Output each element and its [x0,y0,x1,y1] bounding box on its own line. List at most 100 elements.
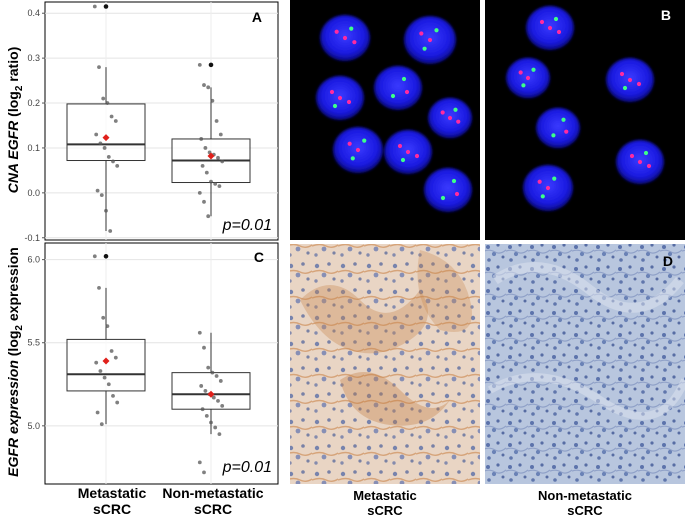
red-signal-dot [404,89,410,95]
data-point [106,155,111,159]
y-label-top-sub: 2 [14,85,25,91]
green-signal-dot [531,67,536,72]
mean-marker [102,357,110,365]
red-signal-dot [440,110,445,115]
panel-a-pvalue: p=0.01 [222,217,272,234]
data-point [113,355,118,360]
panel-c-letter: C [254,249,264,265]
data-point [213,425,218,430]
panel-b-letter: B [661,7,671,23]
mean-marker [207,152,215,160]
data-point [199,384,204,388]
green-signal-dot [390,93,396,99]
tick-label-a-2: 0.2 [27,98,40,108]
data-point [200,407,205,412]
data-point [202,83,206,87]
data-point [202,345,206,350]
red-signal-dot [405,149,411,155]
y-label-top-end: ratio) [5,47,21,86]
ihc-gland-shape-3 [417,250,472,332]
data-point [105,324,110,329]
data-point [108,229,113,233]
data-point [106,382,111,387]
data-point [92,254,97,259]
data-point [218,379,223,383]
red-signal-dot [355,147,361,153]
red-signal-dot [629,153,635,159]
data-point [99,422,104,427]
data-point [214,119,219,123]
nucleus [424,167,472,213]
green-signal-dot [561,117,566,122]
box-body [66,103,146,162]
data-point [98,369,103,373]
data-point [202,470,206,475]
data-point [217,432,222,437]
y-axis-label-bottom: EGFR expression (log2 expression [5,247,25,477]
data-point [204,170,209,175]
red-signal-dot [547,25,553,31]
red-signal-dot [646,163,652,169]
outlier-point [103,4,109,9]
data-point [199,137,204,141]
box-a-1 [171,62,251,219]
data-point [214,374,219,378]
nucleus [536,107,580,149]
red-signal-dot [539,19,545,25]
data-point [109,114,114,119]
outlier-point [103,253,109,259]
data-point [102,375,107,380]
y-label-bottom-normal: (log [5,331,21,361]
red-signal-dot [456,119,461,124]
tick-label-a-4: 0.4 [27,8,40,18]
panel-a-letter: A [252,9,262,25]
mean-marker [102,134,110,142]
data-point [220,403,225,408]
data-point [200,164,205,168]
data-point [101,96,106,101]
red-signal-dot [525,75,531,81]
red-signal-dot [556,29,562,35]
y-label-top-normal: (log [5,91,21,121]
data-point [111,394,115,398]
tick-label-a-1: 0.1 [27,143,40,153]
y-axis-label-top: CNA EGFR (log2 ratio) [5,47,25,194]
green-signal-dot [552,176,557,181]
data-point [197,190,202,195]
nucleus [374,65,422,111]
panel-d-letter: D [663,253,673,269]
data-point [99,193,104,197]
data-point [210,370,215,375]
green-signal-dot [362,138,367,143]
data-point [206,365,211,370]
tick-label-c-2: 5.0 [27,421,40,431]
data-point [210,98,215,103]
image-label-metastatic-2: sCRC [367,503,403,517]
data-point [209,179,213,184]
fish-image-nonmetastatic [485,0,685,240]
red-signal-dot [454,191,460,197]
panel-d-ihc-images: D [290,244,685,484]
green-signal-dot [553,16,559,22]
data-point [197,330,202,335]
ihc-gland-shape-1 [300,285,428,354]
data-point [101,315,106,320]
green-signal-dot [350,156,355,161]
box-c-1 [171,330,251,475]
box-a-0 [66,4,146,233]
tick-label-c-0: 6.0 [27,255,40,265]
red-signal-dot [637,159,643,165]
red-signal-dot [537,179,542,184]
red-signal-dot [342,35,348,41]
green-signal-dot [540,194,545,199]
red-signal-dot [419,31,424,36]
mean-marker [207,390,215,398]
data-point [95,188,100,193]
green-signal-dot [521,83,526,88]
data-point [109,349,114,353]
data-point [197,62,202,67]
panel-a-boxplot: 0.0 0.1 0.2 0.3 0.4 -0.1 A p=0.01 [24,1,279,243]
data-point [104,208,108,213]
red-signal-dot [619,71,625,77]
